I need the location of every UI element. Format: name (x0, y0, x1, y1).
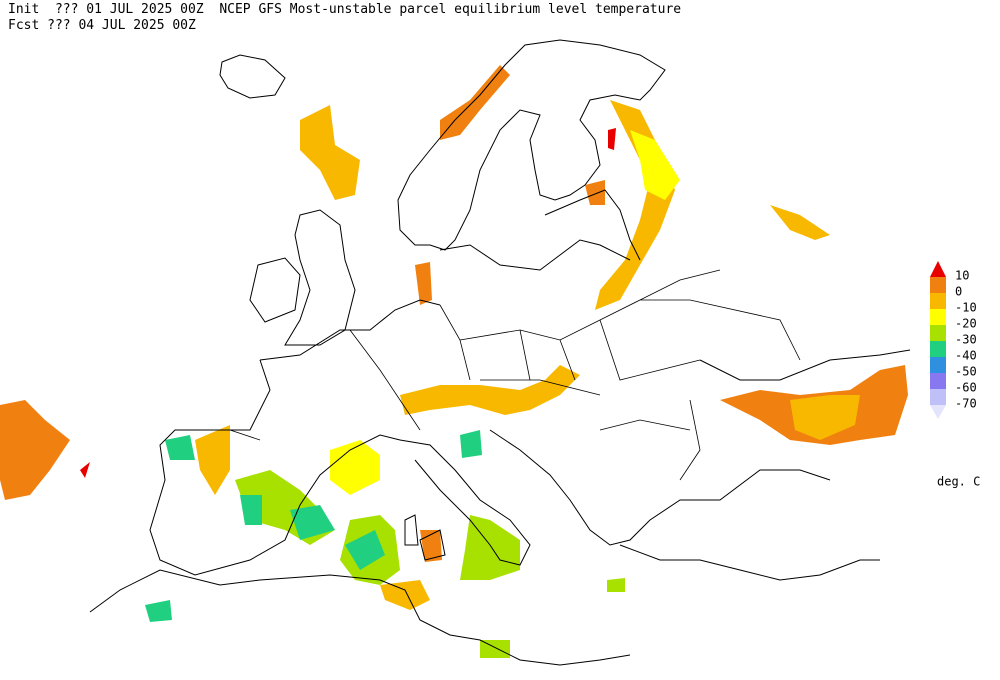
legend-arrow (930, 261, 946, 277)
coastline (619, 544, 880, 581)
coastline (149, 359, 401, 576)
header-line: Init ??? 01 JUL 2025 00Z NCEP GFS Most-u… (8, 2, 681, 17)
shade (80, 462, 90, 478)
coastline (544, 189, 641, 261)
coastline (397, 39, 666, 251)
shade (345, 530, 385, 570)
legend-label: -10 (955, 301, 977, 315)
legend-arrow (930, 405, 946, 419)
legend-label: 0 (955, 285, 962, 299)
legend-swatch (930, 357, 946, 373)
legend-unit: deg. C (937, 475, 980, 489)
shade (770, 205, 830, 240)
shade (380, 580, 430, 610)
shade (460, 515, 520, 580)
legend-swatch (930, 277, 946, 293)
coastline (439, 239, 631, 271)
coastline (399, 439, 531, 566)
border (229, 269, 801, 481)
shade (0, 400, 70, 500)
shade (790, 395, 860, 440)
shade (195, 425, 230, 495)
legend-label: -70 (955, 397, 977, 411)
borders (229, 269, 801, 481)
shade (415, 262, 432, 305)
legend-swatch (930, 309, 946, 325)
coastline (259, 299, 441, 361)
coastline (699, 349, 911, 381)
shade (630, 130, 680, 200)
coastlines (89, 39, 911, 666)
field-shading (0, 65, 908, 658)
legend: 10 0 -10 -20 -30 -40 -50 -60 -70 deg. C (930, 261, 980, 489)
shade (300, 105, 360, 200)
legend-label: -20 (955, 317, 977, 331)
legend-swatch (930, 293, 946, 309)
legend-swatch (930, 341, 946, 357)
shade (420, 530, 442, 562)
shade (585, 180, 605, 205)
coastline (89, 569, 631, 666)
header-line: Fcst ??? 04 JUL 2025 00Z (8, 18, 196, 33)
legend-swatch (930, 389, 946, 405)
legend-label: -30 (955, 333, 977, 347)
shade (400, 365, 580, 415)
coastline (249, 257, 301, 323)
coastline (219, 54, 286, 99)
shade (290, 505, 335, 540)
legend-label: 10 (955, 269, 969, 283)
shade (240, 495, 262, 525)
shade (165, 435, 195, 460)
shade (440, 65, 510, 140)
legend-label: -50 (955, 365, 977, 379)
shade (460, 430, 482, 458)
island (404, 514, 446, 561)
shade (608, 128, 616, 150)
shade (607, 578, 625, 592)
legend-swatch (930, 373, 946, 389)
shade (145, 600, 172, 622)
coastline (489, 429, 831, 546)
shade (480, 640, 510, 658)
legend-swatch (930, 325, 946, 341)
legend-label: -40 (955, 349, 977, 363)
legend-label: -60 (955, 381, 977, 395)
coastline (284, 209, 356, 346)
shade (330, 440, 380, 495)
